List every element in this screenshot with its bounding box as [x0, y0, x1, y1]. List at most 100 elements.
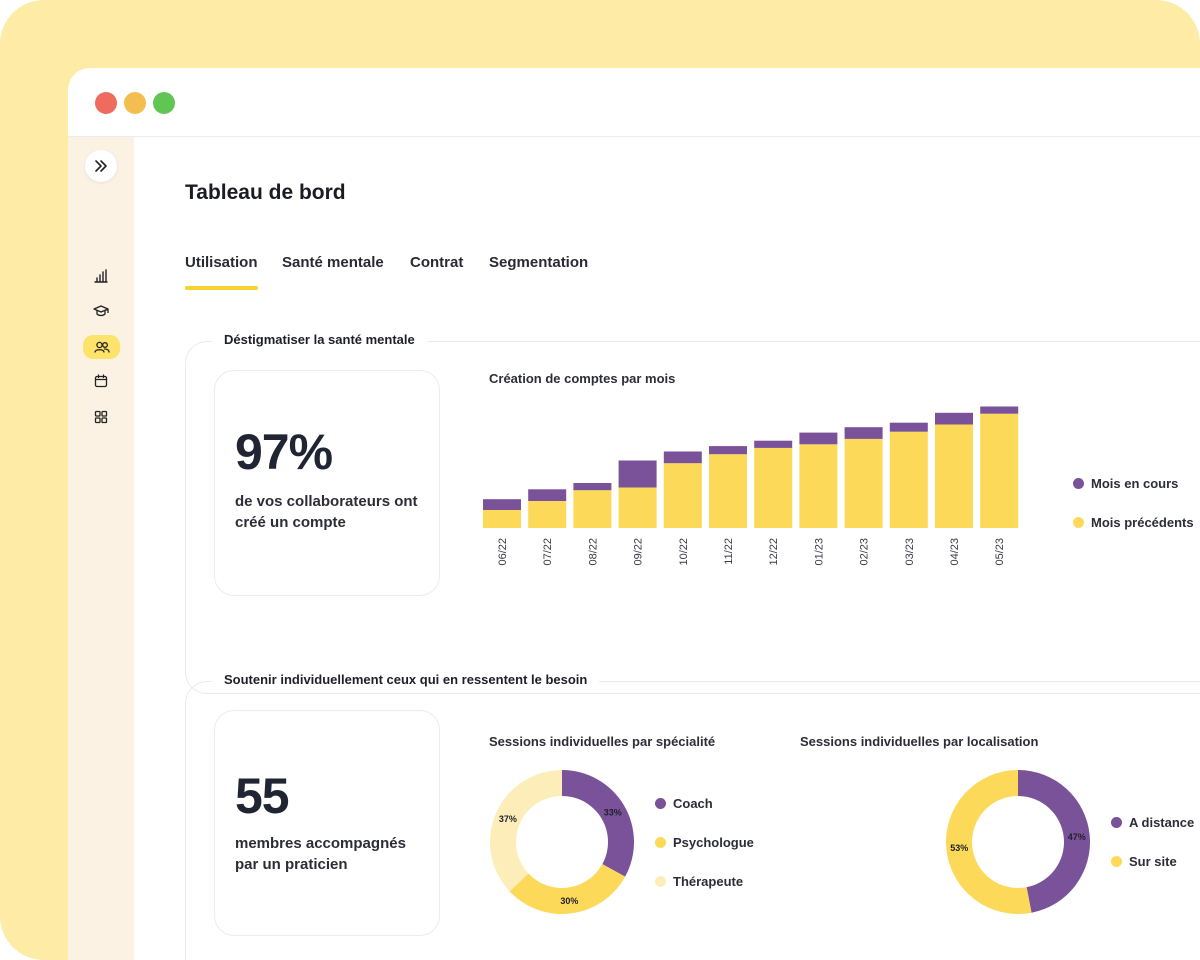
window-titlebar	[68, 68, 1200, 137]
bar-mois-précédents	[618, 487, 657, 528]
main-content: Tableau de bord Utilisation Santé mental…	[134, 137, 1200, 960]
slice-percent-label: 37%	[499, 814, 517, 824]
x-tick-label: 01/23	[813, 538, 825, 566]
bar-mois-précédents	[844, 438, 883, 528]
slice-percent-label: 33%	[604, 807, 622, 817]
bar-mois-précédents	[663, 463, 702, 528]
section-title: Soutenir individuellement ceux qui en re…	[212, 672, 600, 687]
bar-chart-icon	[94, 269, 108, 283]
bar-mois-précédents	[799, 444, 838, 528]
donut-slice-a-distance	[1018, 770, 1090, 913]
legend-swatch	[1073, 478, 1084, 489]
bar-mois-en-cours	[528, 489, 567, 501]
slice-percent-label: 30%	[560, 896, 578, 906]
sidebar-item-calendar[interactable]	[83, 369, 119, 393]
section-title: Déstigmatiser la santé mentale	[212, 332, 427, 347]
bar-mois-en-cours	[663, 451, 702, 464]
x-tick-label: 08/22	[587, 538, 599, 566]
tab-utilisation[interactable]: Utilisation	[185, 254, 258, 290]
bar-mois-précédents	[935, 424, 973, 528]
x-tick-label: 09/22	[633, 538, 645, 566]
chart-title: Création de comptes par mois	[489, 371, 676, 386]
x-tick-label: 07/22	[542, 538, 554, 566]
donut-chart-localisation: 47% 53%	[946, 770, 1090, 914]
legend-item-a-distance: A distance	[1111, 815, 1194, 830]
legend-label: Sur site	[1129, 854, 1177, 869]
minimize-window-button[interactable]	[124, 92, 146, 114]
sidebar-item-training[interactable]	[83, 299, 119, 323]
x-tick-label: 03/23	[904, 538, 916, 566]
tab-segmentation[interactable]: Segmentation	[489, 254, 589, 271]
bar-mois-en-cours	[844, 427, 883, 439]
page-title: Tableau de bord	[185, 181, 346, 204]
kpi-value: 55	[235, 768, 290, 824]
legend-label: Mois en cours	[1091, 476, 1179, 491]
legend-item-psychologue: Psychologue	[655, 835, 754, 850]
bar-mois-précédents	[483, 510, 521, 528]
donut-slice-psychologue	[509, 864, 626, 914]
graduation-cap-icon	[93, 305, 109, 317]
legend-item-mois-en-cours: Mois en cours	[1073, 476, 1178, 491]
chart-title: Sessions individuelles par localisation	[800, 734, 1039, 749]
bar-mois-précédents	[754, 447, 793, 528]
bar-mois-en-cours	[889, 422, 928, 432]
bar-mois-précédents	[980, 413, 1019, 528]
bar-mois-précédents	[709, 454, 747, 528]
bar-mois-en-cours	[980, 406, 1019, 414]
legend-item-sur-site: Sur site	[1111, 854, 1177, 869]
legend-swatch	[655, 876, 666, 887]
bar-mois-précédents	[573, 490, 612, 528]
x-tick-label: 04/23	[949, 538, 961, 566]
tab-contrat[interactable]: Contrat	[410, 254, 464, 271]
x-tick-label: 06/22	[497, 538, 509, 566]
legend-swatch	[655, 798, 666, 809]
section-destigmatiser: Déstigmatiser la santé mentale 97% de vo…	[185, 332, 1200, 694]
close-window-button[interactable]	[95, 92, 117, 114]
x-tick-label: 12/22	[768, 538, 780, 566]
kpi-card-members: 55 membres accompagnés par un praticien	[214, 710, 440, 936]
legend-item-coach: Coach	[655, 796, 713, 811]
sidebar-expand-button[interactable]	[85, 150, 117, 182]
maximize-window-button[interactable]	[153, 92, 175, 114]
legend-swatch	[655, 837, 666, 848]
legend-swatch	[1111, 856, 1122, 867]
section-soutenir: Soutenir individuellement ceux qui en re…	[185, 672, 1200, 960]
users-icon	[93, 341, 110, 353]
tab-sante-mentale[interactable]: Santé mentale	[282, 254, 384, 271]
calendar-icon	[94, 374, 108, 388]
bar-mois-en-cours	[754, 440, 793, 448]
x-tick-label: 11/22	[723, 538, 735, 565]
bar-mois-précédents	[889, 431, 928, 528]
sidebar	[68, 137, 134, 960]
legend-item-therapeute: Thérapeute	[655, 874, 743, 889]
sidebar-item-statistics[interactable]	[83, 264, 119, 288]
app-window: Tableau de bord Utilisation Santé mental…	[68, 68, 1200, 960]
bar-mois-en-cours	[709, 446, 747, 455]
bar-mois-en-cours	[618, 460, 657, 488]
chart-title: Sessions individuelles par spécialité	[489, 734, 716, 749]
grid-icon	[94, 410, 108, 424]
legend-label: Psychologue	[673, 835, 754, 850]
bar-mois-en-cours	[935, 412, 973, 425]
donut-slice-sur-site	[946, 770, 1032, 914]
sidebar-item-members[interactable]	[83, 335, 120, 359]
slice-percent-label: 53%	[950, 843, 968, 853]
bar-mois-en-cours	[483, 499, 521, 510]
slice-percent-label: 47%	[1068, 832, 1086, 842]
legend-swatch	[1073, 517, 1084, 528]
legend-label: Mois précédents	[1091, 515, 1194, 530]
kpi-value: 97%	[235, 424, 333, 480]
chevrons-right-icon	[95, 160, 107, 172]
legend-label: Thérapeute	[673, 874, 744, 889]
legend-item-mois-precedents: Mois précédents	[1073, 515, 1194, 530]
bar-mois-en-cours	[573, 483, 612, 491]
legend-label: Coach	[673, 796, 713, 811]
legend-swatch	[1111, 817, 1122, 828]
kpi-card-accounts: 97% de vos collaborateurs ont créé un co…	[214, 370, 440, 596]
bar-mois-en-cours	[799, 432, 838, 445]
kpi-caption: de vos collaborateurs ont créé un compte	[235, 493, 418, 531]
x-tick-label: 05/23	[994, 538, 1006, 566]
donut-slice-thérapeute	[490, 770, 562, 892]
sidebar-item-apps[interactable]	[83, 405, 119, 429]
bar-chart: 06/22 07/22 08/22 09/22 10/22 11/22 12/22 01/23…	[483, 406, 1019, 566]
